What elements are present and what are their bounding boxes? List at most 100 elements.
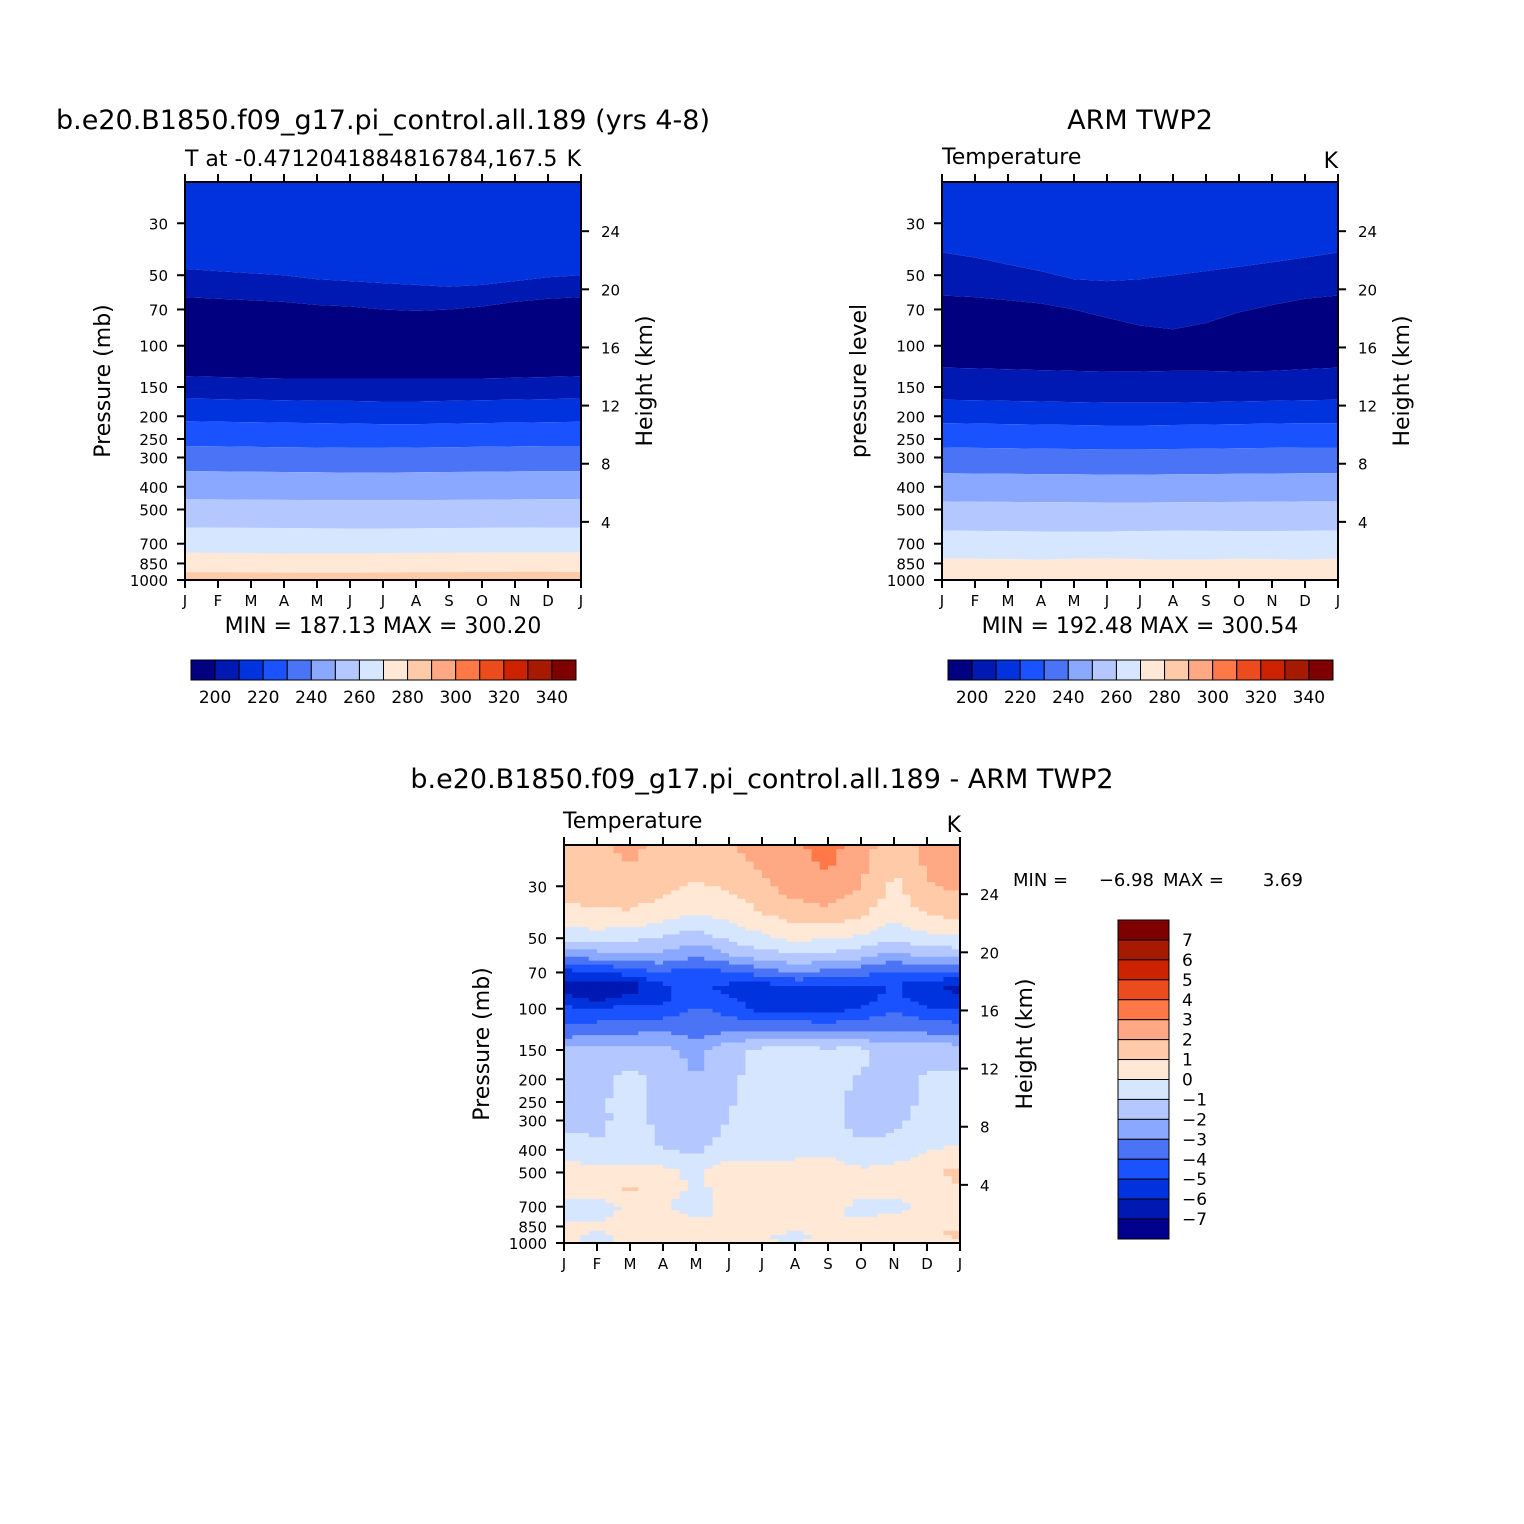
contour-cell bbox=[910, 1046, 920, 1051]
contour-cell bbox=[671, 981, 681, 987]
contour-cell bbox=[869, 861, 879, 867]
colorbar-label: 200 bbox=[199, 688, 231, 708]
contour-cell bbox=[687, 845, 697, 850]
contour-cell bbox=[762, 1149, 771, 1155]
contour-cell bbox=[795, 1198, 804, 1204]
contour-cell bbox=[852, 1058, 862, 1064]
contour-cell bbox=[654, 1079, 664, 1084]
contour-cell bbox=[588, 941, 598, 947]
contour-cell bbox=[943, 1113, 953, 1118]
contour-cell bbox=[737, 956, 747, 962]
contour-cell bbox=[762, 981, 771, 987]
contour-cell bbox=[745, 1145, 755, 1151]
contour-cell bbox=[778, 1012, 788, 1017]
contour-cell bbox=[613, 1005, 623, 1010]
contour-cell bbox=[828, 886, 837, 892]
contour-cell bbox=[844, 1062, 854, 1068]
contour-cell bbox=[910, 981, 920, 987]
contour-cell bbox=[762, 1137, 771, 1143]
contour-cell bbox=[877, 1027, 887, 1033]
contour-cell bbox=[861, 1023, 870, 1029]
contour-cell bbox=[885, 941, 895, 947]
contour-cell bbox=[762, 886, 771, 892]
panel-model-y2label: Height (km) bbox=[633, 315, 658, 446]
contour-cell bbox=[902, 968, 912, 974]
contour-cell bbox=[918, 886, 928, 892]
contour-cell bbox=[638, 1168, 648, 1174]
contour-cell bbox=[852, 886, 862, 892]
contour-cell bbox=[613, 981, 623, 987]
contour-cell bbox=[671, 1086, 681, 1092]
contour-cell bbox=[696, 1005, 705, 1010]
contour-cell bbox=[869, 1031, 879, 1036]
contour-cell bbox=[654, 1149, 664, 1155]
contour-cell bbox=[927, 1012, 936, 1017]
contour-cell bbox=[580, 1187, 590, 1192]
panel-diff-plot: J F M A M J J A S O N D J305070100150200250300400500… bbox=[509, 837, 999, 1273]
contour-cell bbox=[836, 1113, 846, 1118]
contour-cell bbox=[564, 923, 573, 928]
contour-cell bbox=[621, 1113, 631, 1118]
contour-cell bbox=[712, 1213, 722, 1218]
contour-cell bbox=[613, 1210, 623, 1215]
contour-cell bbox=[894, 1213, 903, 1218]
contour-cell bbox=[638, 1187, 648, 1192]
contour-cell bbox=[663, 1094, 672, 1099]
contour-cell bbox=[803, 898, 813, 904]
contour-cell bbox=[597, 1023, 606, 1029]
contour-cell bbox=[564, 1226, 573, 1232]
contour-cell bbox=[753, 1090, 763, 1095]
contour-cell bbox=[902, 1161, 912, 1166]
contour-cell bbox=[621, 1046, 631, 1051]
contour-cell bbox=[795, 1113, 804, 1118]
contour-cell bbox=[910, 1042, 920, 1047]
contour-cell bbox=[861, 911, 870, 917]
contour-cell bbox=[951, 1113, 960, 1118]
contour-cell bbox=[935, 994, 945, 999]
contour-cell bbox=[852, 1153, 862, 1158]
contour-cell bbox=[861, 1031, 870, 1036]
contour-cell bbox=[646, 1213, 656, 1218]
contour-cell bbox=[951, 1157, 960, 1162]
contour-cell bbox=[588, 1161, 598, 1166]
contour-cell bbox=[803, 1075, 813, 1080]
contour-cell bbox=[621, 911, 631, 917]
contour-cell bbox=[687, 1070, 697, 1076]
contour-cell bbox=[654, 1062, 664, 1068]
contour-cell bbox=[712, 1005, 722, 1010]
contour-cell bbox=[737, 1066, 747, 1072]
contour-cell bbox=[663, 1176, 672, 1181]
contour-cell bbox=[770, 1049, 780, 1055]
contour-cell bbox=[885, 1221, 895, 1228]
contour-cell bbox=[597, 1164, 606, 1170]
contour-cell bbox=[621, 1194, 631, 1200]
contour-cell bbox=[687, 1098, 697, 1103]
contour-cell bbox=[745, 1176, 755, 1181]
contour-cell bbox=[580, 964, 590, 970]
contour-cell bbox=[729, 1035, 738, 1040]
contour-cell bbox=[943, 1164, 953, 1170]
contour-cell bbox=[795, 1141, 804, 1147]
contour-cell bbox=[762, 1133, 771, 1138]
contour-cell bbox=[663, 1191, 672, 1196]
contour-cell bbox=[927, 902, 936, 908]
contour-cell bbox=[737, 1191, 747, 1196]
colorbar-swatch bbox=[1308, 659, 1334, 681]
contour-cell bbox=[720, 1105, 730, 1110]
contour-cell bbox=[828, 898, 837, 904]
contour-cell bbox=[605, 1217, 615, 1223]
contour-cell bbox=[819, 1070, 829, 1076]
contour-cell bbox=[894, 1226, 903, 1232]
contour-cell bbox=[679, 994, 689, 999]
contour-cell bbox=[613, 964, 623, 970]
contour-cell bbox=[638, 898, 648, 904]
contour-cell bbox=[902, 1164, 912, 1170]
contour-cell bbox=[737, 890, 747, 896]
contour-cell bbox=[943, 1020, 953, 1025]
contour-cell bbox=[902, 1049, 912, 1055]
contour-cell bbox=[836, 964, 846, 970]
contour-cell bbox=[654, 964, 664, 970]
contour-cell bbox=[918, 990, 928, 995]
contour-cell bbox=[869, 1172, 879, 1177]
contour-cell bbox=[943, 869, 953, 875]
